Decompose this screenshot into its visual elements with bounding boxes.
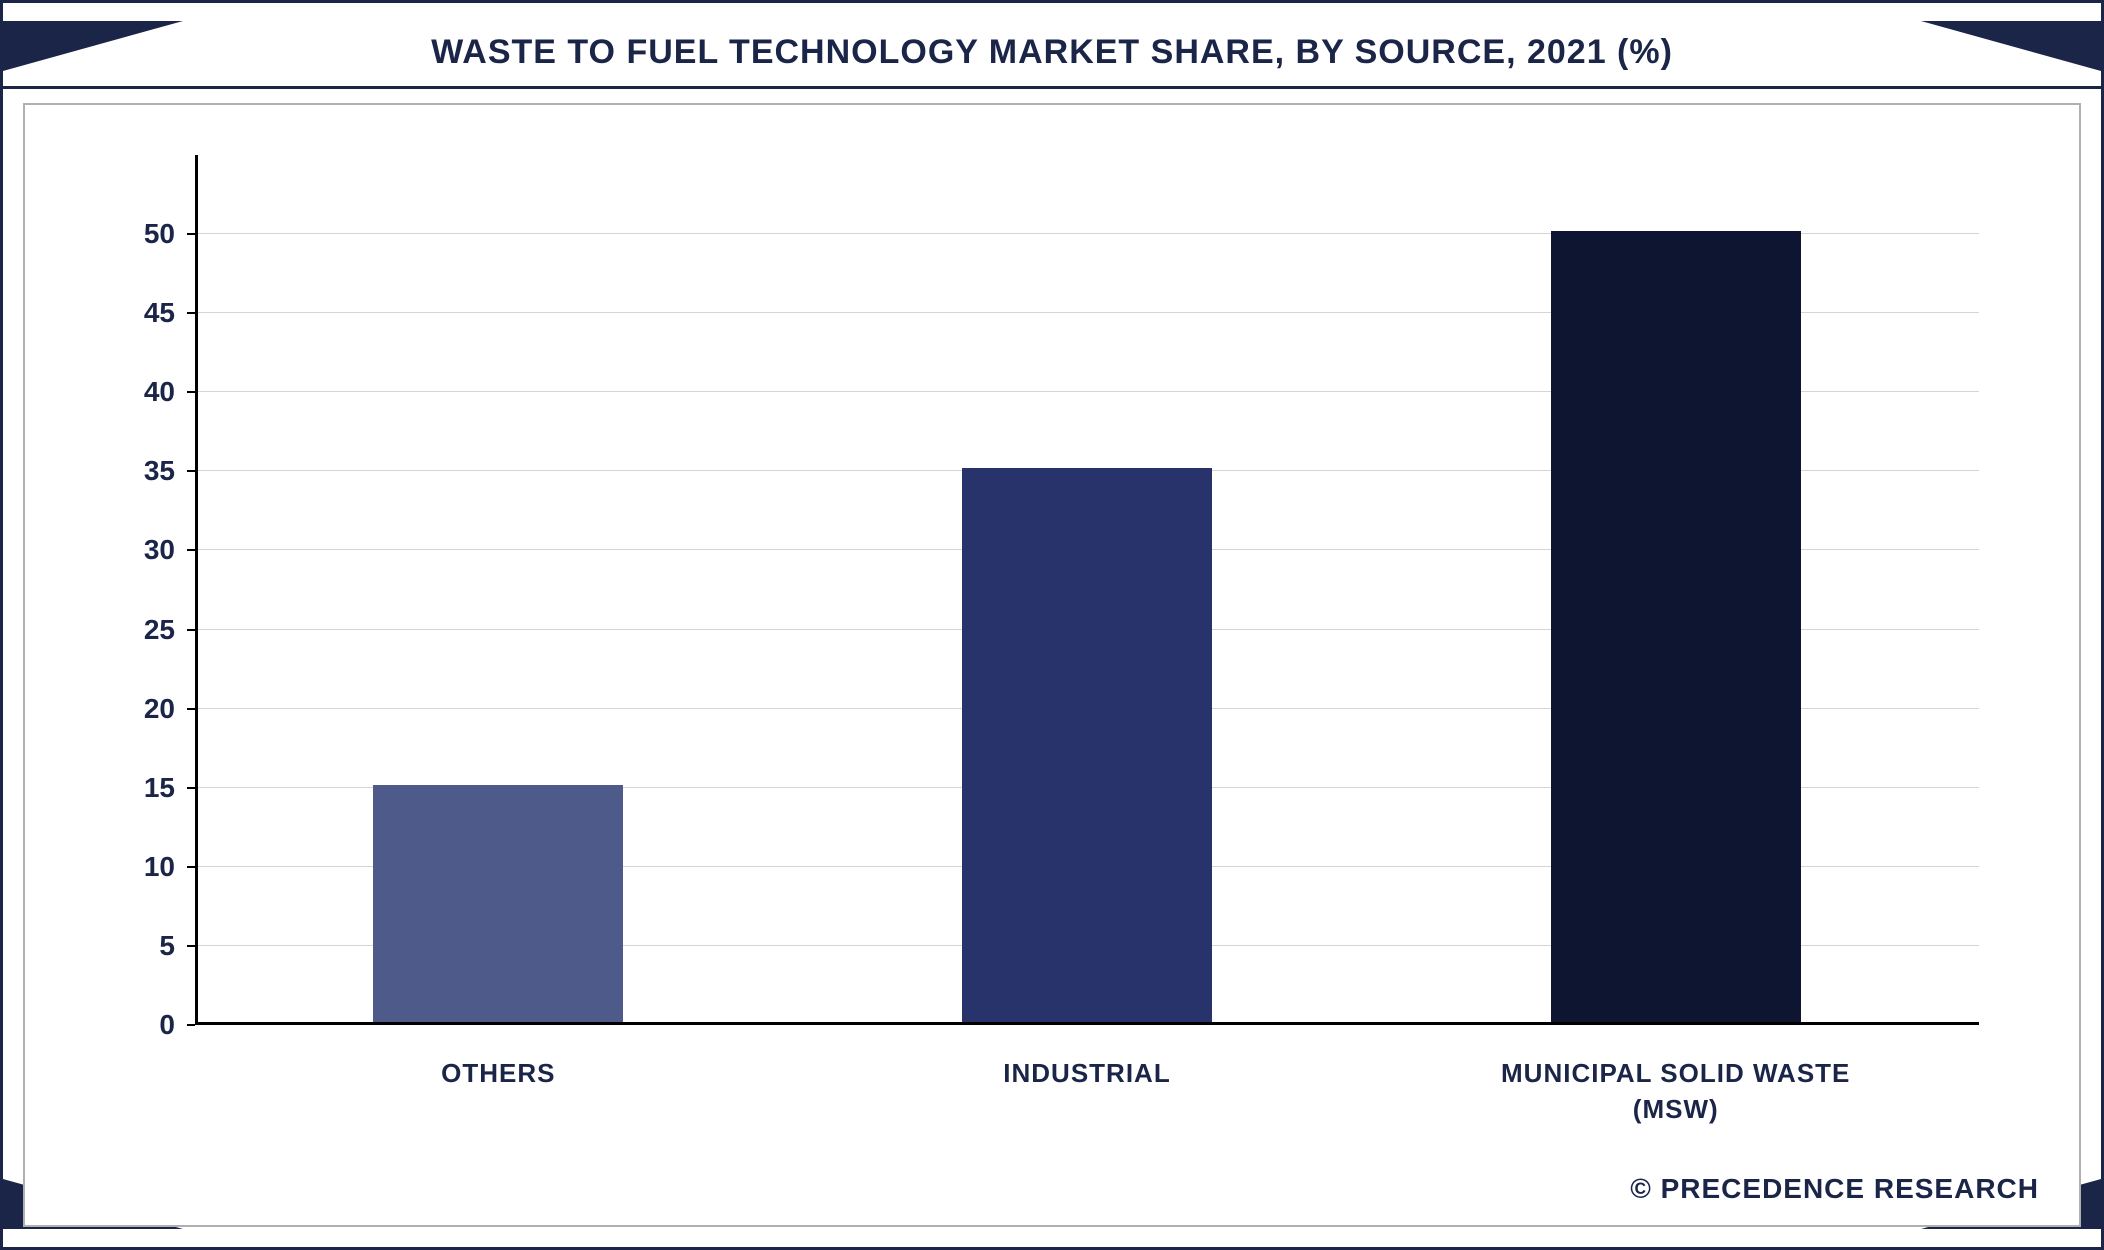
y-axis-label: 40 xyxy=(144,376,175,408)
x-axis xyxy=(195,1022,1979,1025)
y-axis-label: 5 xyxy=(159,930,175,962)
y-tick xyxy=(187,312,195,314)
y-tick xyxy=(187,866,195,868)
y-tick xyxy=(187,470,195,472)
bar xyxy=(373,785,623,1022)
y-tick xyxy=(187,233,195,235)
bar xyxy=(1551,231,1801,1022)
y-tick xyxy=(187,787,195,789)
corner-decoration-tr xyxy=(1921,21,2101,71)
corner-decoration-tl xyxy=(3,21,183,71)
x-axis-label: OTHERS xyxy=(298,1055,698,1091)
y-tick xyxy=(187,1024,195,1026)
y-axis-label: 10 xyxy=(144,851,175,883)
bar xyxy=(962,468,1212,1022)
y-tick xyxy=(187,549,195,551)
x-axis-label: MUNICIPAL SOLID WASTE (MSW) xyxy=(1476,1055,1876,1128)
chart-title: WASTE TO FUEL TECHNOLOGY MARKET SHARE, B… xyxy=(3,3,2101,82)
y-axis xyxy=(195,155,198,1025)
plot-area: 05101520253035404550 OTHERSINDUSTRIALMUN… xyxy=(195,155,1979,1025)
y-axis-label: 15 xyxy=(144,772,175,804)
credit-text: © PRECEDENCE RESEARCH xyxy=(1630,1173,2039,1205)
y-axis-label: 0 xyxy=(159,1009,175,1041)
y-axis-label: 25 xyxy=(144,614,175,646)
title-underline xyxy=(3,86,2101,89)
y-tick xyxy=(187,629,195,631)
y-axis-label: 30 xyxy=(144,534,175,566)
y-axis-label: 45 xyxy=(144,297,175,329)
y-tick xyxy=(187,945,195,947)
y-tick xyxy=(187,391,195,393)
y-axis-label: 20 xyxy=(144,693,175,725)
x-axis-label: INDUSTRIAL xyxy=(887,1055,1287,1091)
chart-frame: WASTE TO FUEL TECHNOLOGY MARKET SHARE, B… xyxy=(0,0,2104,1250)
y-axis-label: 35 xyxy=(144,455,175,487)
y-tick xyxy=(187,708,195,710)
y-axis-label: 50 xyxy=(144,218,175,250)
chart-container: 0 5 10 15 20 25 30 35 40 45 50 OTHERS INDUSTRIAL MUN… xyxy=(23,103,2081,1227)
